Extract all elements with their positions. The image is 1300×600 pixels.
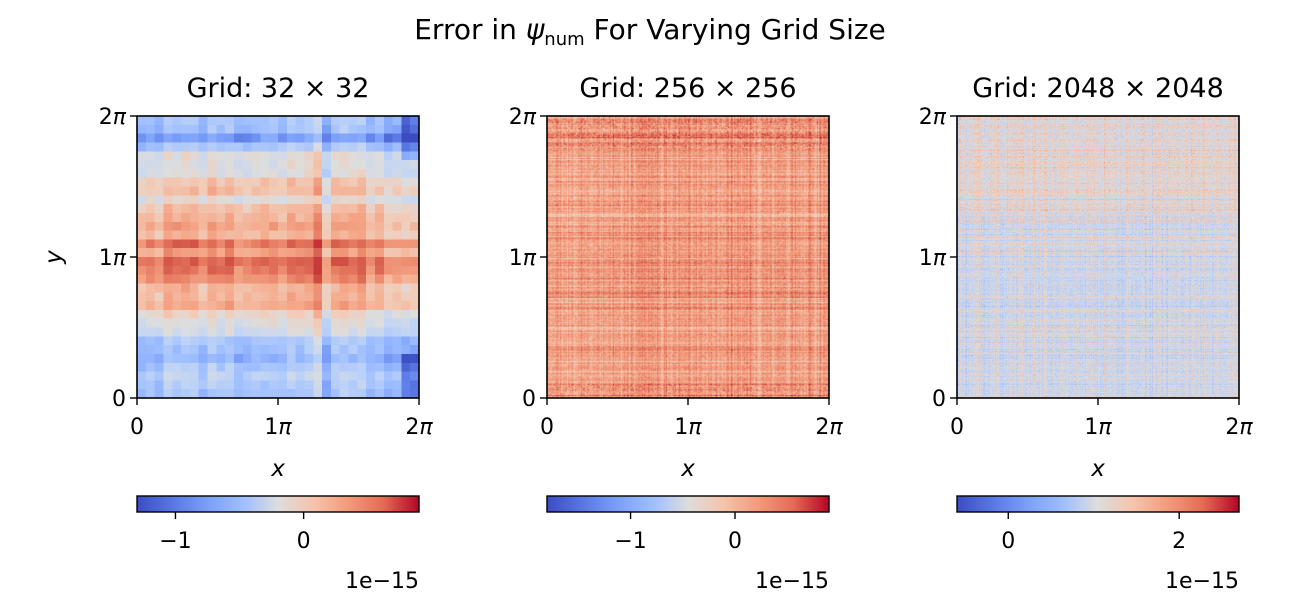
x-axis-label: x xyxy=(1090,456,1105,482)
y-tick-label: 0 xyxy=(112,387,126,412)
colorbar-tick-label: 0 xyxy=(1001,529,1015,554)
y-tick-label: 1π xyxy=(919,246,947,271)
y-tick-label: 2π xyxy=(509,105,537,130)
heatmap-image xyxy=(137,116,419,398)
x-tick-label: 2π xyxy=(1225,415,1253,440)
x-tick-label: 1π xyxy=(1084,415,1112,440)
colorbar xyxy=(547,496,829,512)
colorbar xyxy=(957,496,1239,512)
y-tick-label: 2π xyxy=(99,105,127,130)
heatmap-image xyxy=(957,116,1239,398)
y-axis-label: y xyxy=(41,250,67,265)
colorbar-frame xyxy=(136,495,420,513)
panel-title: Grid: 256 × 256 xyxy=(579,73,796,104)
x-tick-label: 2π xyxy=(815,415,843,440)
x-axis-label: x xyxy=(270,456,285,482)
x-tick-label: 0 xyxy=(130,415,144,440)
colorbar xyxy=(137,496,419,512)
x-tick-label: 2π xyxy=(405,415,433,440)
panel-1: Grid: 32 × 32 0 1π 2π 0 1π 2π x y −1 0 1e−15 xyxy=(41,73,433,594)
panel-3: Grid: 2048 × 2048 0 1π 2π 0 1π 2π x 0 2 1e−15 xyxy=(919,73,1254,594)
colorbar-tick-label: −1 xyxy=(159,529,191,554)
y-tick-label: 2π xyxy=(919,105,947,130)
x-tick-label: 0 xyxy=(950,415,964,440)
y-tick-label: 0 xyxy=(932,387,946,412)
colorbar-offset-text: 1e−15 xyxy=(1165,569,1239,594)
y-tick-label: 1π xyxy=(509,246,537,271)
x-tick-label: 0 xyxy=(540,415,554,440)
figure-title: Error in ψnum For Varying Grid Size xyxy=(414,13,886,50)
colorbar-frame xyxy=(546,495,830,513)
title-suffix: For Varying Grid Size xyxy=(585,13,886,46)
colorbar-tick-label: −1 xyxy=(614,529,646,554)
y-tick-label: 1π xyxy=(99,246,127,271)
title-subscript: num xyxy=(544,29,584,50)
colorbar-tick-label: 0 xyxy=(728,529,742,554)
y-tick-label: 0 xyxy=(522,387,536,412)
colorbar-tick-label: 0 xyxy=(297,529,311,554)
colorbar-tick-label: 2 xyxy=(1172,529,1186,554)
title-prefix: Error in xyxy=(414,13,526,46)
colorbar-offset-text: 1e−15 xyxy=(755,569,829,594)
panel-title: Grid: 2048 × 2048 xyxy=(972,73,1224,104)
panel-2: Grid: 256 × 256 0 1π 2π 0 1π 2π x −1 0 1e−15 xyxy=(509,73,844,594)
x-axis-label: x xyxy=(680,456,695,482)
title-symbol: ψ xyxy=(526,13,545,46)
x-tick-label: 1π xyxy=(264,415,292,440)
heatmap-image xyxy=(547,116,829,398)
colorbar-frame xyxy=(956,495,1240,513)
panel-title: Grid: 32 × 32 xyxy=(187,73,370,104)
x-tick-label: 1π xyxy=(674,415,702,440)
colorbar-offset-text: 1e−15 xyxy=(345,569,419,594)
